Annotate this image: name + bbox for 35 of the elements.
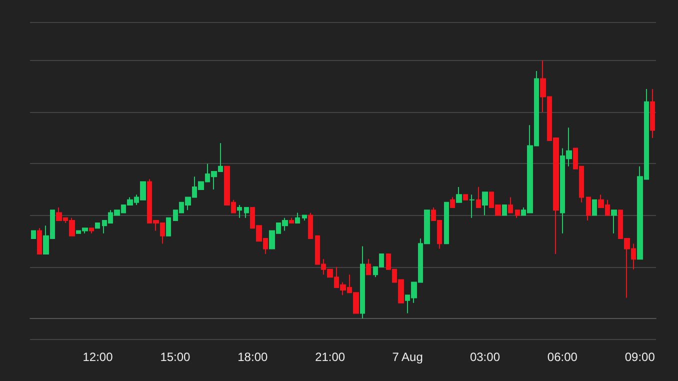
candlestick xyxy=(482,192,488,216)
candlestick xyxy=(502,204,507,216)
x-tick-label: 15:00 xyxy=(160,350,191,364)
candlestick xyxy=(476,186,481,208)
x-tick-label: 06:00 xyxy=(547,350,578,364)
candlestick xyxy=(469,194,475,218)
candlestick xyxy=(586,196,591,221)
candlestick xyxy=(95,222,100,229)
x-tick-label: 21:00 xyxy=(315,350,346,364)
candlestick xyxy=(463,194,468,200)
candlestick xyxy=(244,207,249,218)
candlestick xyxy=(366,258,371,276)
candlestick xyxy=(37,228,42,254)
candlestick xyxy=(444,202,449,244)
candlestick xyxy=(456,186,462,203)
candlestick xyxy=(611,210,617,234)
x-tick-label: 03:00 xyxy=(470,350,500,364)
candlestick xyxy=(308,212,313,239)
candlestick xyxy=(237,204,242,218)
candlestick xyxy=(302,214,307,221)
candlestick xyxy=(450,196,455,208)
candlestick xyxy=(360,246,365,319)
candlestick xyxy=(289,217,294,224)
candlestick xyxy=(515,210,520,218)
candlestick xyxy=(295,212,300,224)
x-tick-label: 12:00 xyxy=(82,350,114,364)
x-tick-label: 09:00 xyxy=(624,350,656,364)
x-tick-label: 18:00 xyxy=(238,350,268,364)
x-tick-label: 7 Aug xyxy=(392,350,423,364)
candlestick xyxy=(31,230,36,239)
candlestick xyxy=(508,196,513,214)
candlestick xyxy=(89,228,94,234)
candlestick xyxy=(650,88,655,138)
candlestick xyxy=(592,199,597,216)
candlestick xyxy=(166,217,171,236)
